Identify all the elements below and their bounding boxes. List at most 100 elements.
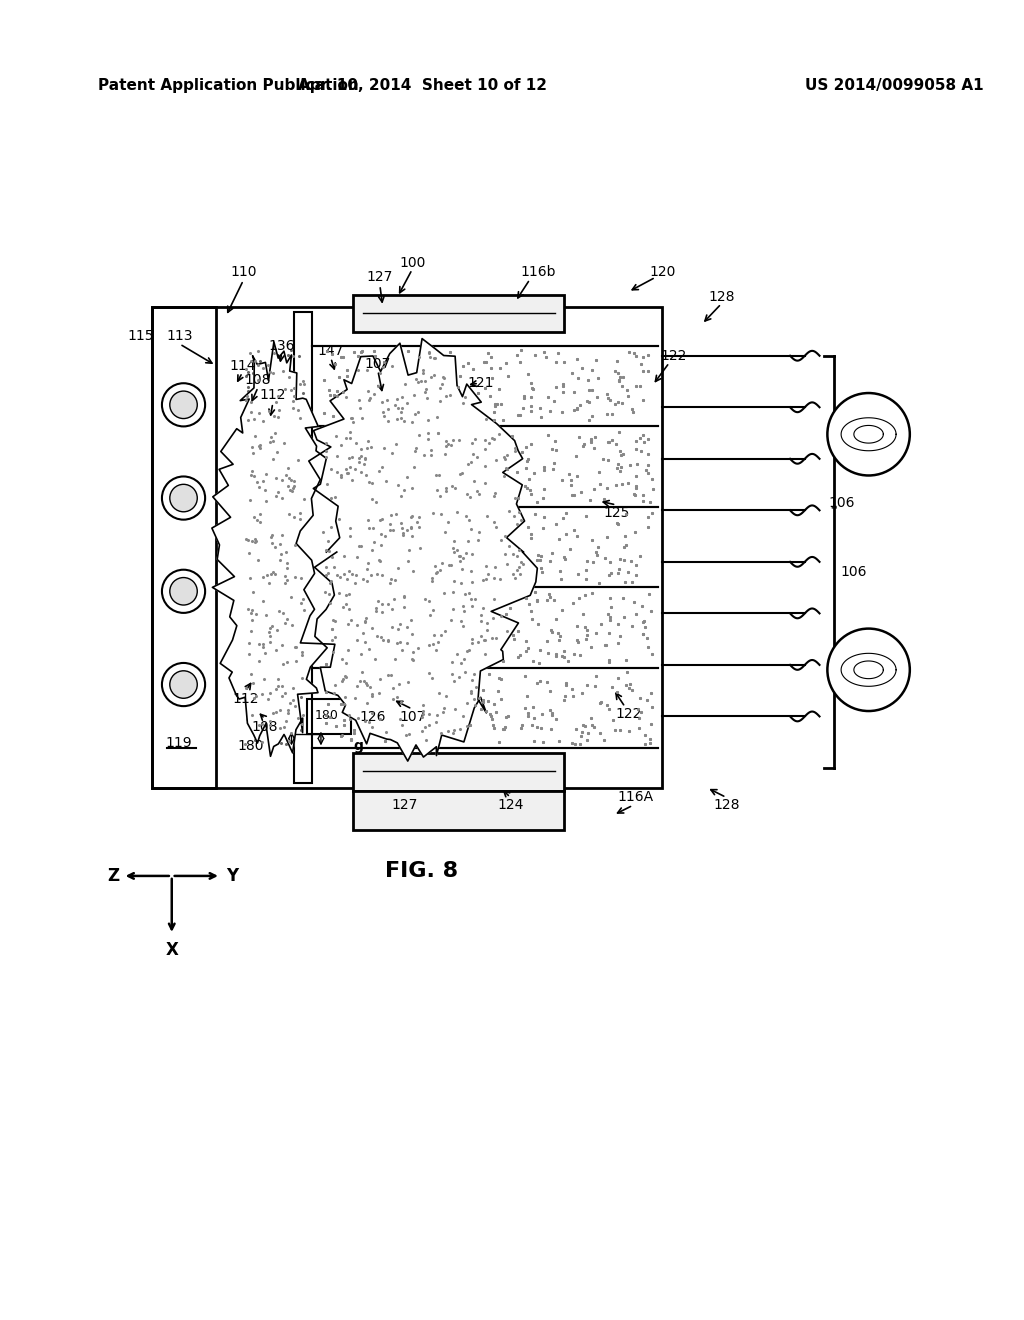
Point <box>423 440 439 461</box>
Point <box>323 570 339 591</box>
Point <box>485 714 502 735</box>
Point <box>265 471 282 492</box>
Point <box>263 524 280 545</box>
Point <box>239 341 255 362</box>
Point <box>637 616 653 638</box>
Point <box>509 461 525 482</box>
Point <box>621 677 637 698</box>
Point <box>338 652 354 673</box>
Point <box>411 516 427 537</box>
Point <box>548 609 564 630</box>
Point <box>395 479 412 500</box>
Point <box>395 597 412 618</box>
Point <box>404 623 421 644</box>
Point <box>593 690 609 711</box>
Point <box>459 483 475 504</box>
Point <box>424 570 440 591</box>
Point <box>250 354 266 375</box>
Point <box>588 623 604 644</box>
Point <box>378 721 394 742</box>
Point <box>341 583 357 605</box>
Point <box>478 620 495 642</box>
Point <box>519 449 536 470</box>
Point <box>361 387 378 408</box>
Point <box>377 525 393 546</box>
Point <box>389 409 406 430</box>
Point <box>449 502 465 523</box>
Point <box>519 477 536 498</box>
Point <box>333 467 349 488</box>
Point <box>574 436 591 457</box>
Point <box>450 376 466 397</box>
Point <box>559 651 575 672</box>
Point <box>346 341 362 362</box>
Point <box>336 546 352 568</box>
Point <box>325 609 341 630</box>
Point <box>336 693 352 714</box>
Text: 125: 125 <box>603 506 630 520</box>
Point <box>580 550 596 572</box>
Point <box>493 606 509 627</box>
Point <box>395 524 412 545</box>
Point <box>278 541 294 562</box>
Point <box>475 570 492 591</box>
Point <box>557 548 573 569</box>
Point <box>281 391 297 412</box>
Point <box>514 553 530 574</box>
Point <box>535 487 551 508</box>
Point <box>435 583 452 605</box>
Text: Y: Y <box>226 867 239 884</box>
Point <box>438 685 455 706</box>
Point <box>558 673 574 694</box>
Point <box>281 375 297 396</box>
Point <box>399 519 416 540</box>
Point <box>368 598 384 619</box>
Point <box>444 663 461 684</box>
Point <box>463 451 479 473</box>
Point <box>497 715 513 737</box>
Point <box>279 652 295 673</box>
Point <box>608 458 625 479</box>
Point <box>635 623 651 644</box>
Point <box>464 544 480 565</box>
Point <box>241 730 257 751</box>
Point <box>359 430 376 451</box>
Point <box>246 409 262 430</box>
Point <box>585 380 601 401</box>
Point <box>340 614 356 635</box>
Point <box>275 586 292 607</box>
Point <box>437 521 454 543</box>
Point <box>364 488 380 510</box>
Point <box>415 694 431 715</box>
Point <box>520 706 537 727</box>
Point <box>428 711 444 733</box>
Point <box>520 706 537 727</box>
Point <box>359 570 376 591</box>
Point <box>587 426 603 447</box>
Point <box>273 470 290 491</box>
Point <box>411 638 427 659</box>
Point <box>614 376 631 397</box>
Point <box>283 475 299 496</box>
Point <box>618 503 635 524</box>
Point <box>396 586 413 607</box>
Point <box>624 572 640 593</box>
Point <box>555 376 571 397</box>
Point <box>542 586 558 607</box>
Point <box>612 719 629 741</box>
Point <box>574 436 591 457</box>
Point <box>367 648 383 669</box>
Point <box>343 408 359 429</box>
Point <box>607 719 624 741</box>
Point <box>377 470 393 491</box>
Point <box>376 352 392 374</box>
Point <box>482 358 499 379</box>
Point <box>525 708 542 729</box>
Point <box>585 552 601 573</box>
Point <box>478 506 495 527</box>
Point <box>362 676 379 697</box>
Point <box>486 395 503 416</box>
Point <box>499 459 515 480</box>
Point <box>410 371 426 392</box>
Point <box>366 532 382 553</box>
